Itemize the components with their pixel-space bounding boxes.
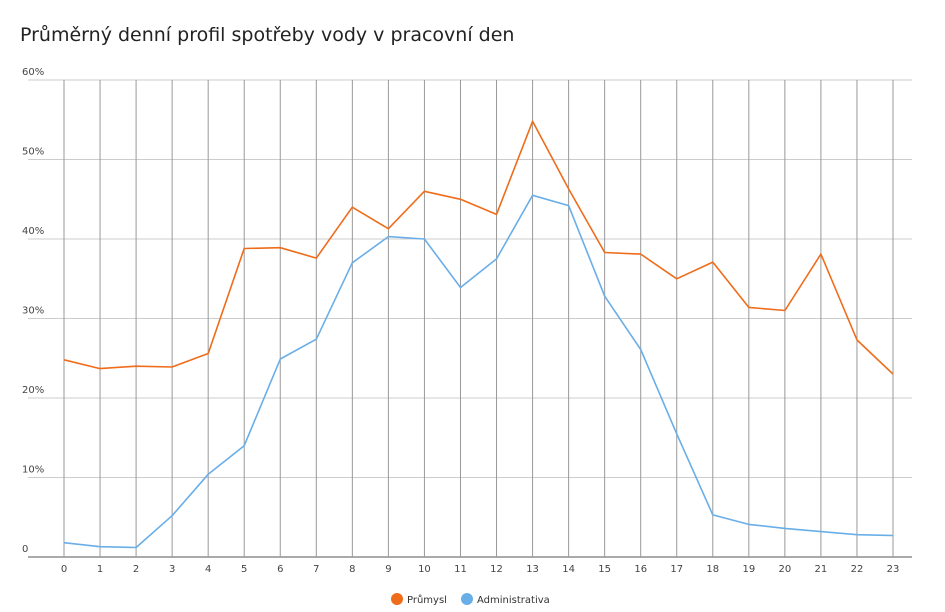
y-tick-label: 20%	[22, 385, 44, 396]
x-axis-ticks: 0 1 2 3 4 5 6 7 8 9 10 11 12 13 14 15 16 17 18 19 20 21 22 23	[61, 564, 900, 575]
legend: Průmysl Administrativa	[391, 593, 550, 606]
x-tick-label: 23	[887, 564, 900, 575]
x-tick-label: 5	[241, 564, 247, 575]
x-tick-label: 7	[313, 564, 319, 575]
x-tick-label: 8	[349, 564, 355, 575]
y-tick-label: 30%	[22, 306, 44, 317]
grid-lines	[28, 79, 912, 558]
x-tick-label: 19	[742, 564, 755, 575]
x-tick-label: 4	[205, 564, 211, 575]
x-tick-label: 12	[490, 564, 503, 575]
x-tick-label: 9	[385, 564, 391, 575]
series-line-0	[63, 120, 894, 375]
x-tick-label: 14	[562, 564, 575, 575]
legend-label-1: Administrativa	[477, 595, 550, 606]
y-tick-label: 10%	[22, 465, 44, 476]
x-tick-label: 11	[454, 564, 467, 575]
x-tick-label: 3	[169, 564, 175, 575]
y-tick-label: 50%	[22, 147, 44, 158]
y-axis-ticks: 0 10% 20% 30% 40% 50% 60%	[22, 67, 44, 555]
x-tick-label: 22	[851, 564, 864, 575]
y-tick-label: 60%	[22, 67, 44, 78]
x-tick-label: 18	[706, 564, 719, 575]
x-tick-label: 1	[97, 564, 103, 575]
legend-marker-0	[391, 593, 403, 605]
series-lines	[63, 120, 894, 549]
x-tick-label: 20	[779, 564, 792, 575]
chart-title: Průměrný denní profil spotřeby vody v pr…	[20, 24, 515, 46]
x-tick-label: 17	[670, 564, 683, 575]
x-tick-label: 2	[133, 564, 139, 575]
x-tick-label: 15	[598, 564, 611, 575]
x-tick-label: 21	[815, 564, 828, 575]
x-tick-label: 16	[634, 564, 647, 575]
x-tick-label: 10	[418, 564, 431, 575]
series-line-1	[63, 194, 894, 549]
x-tick-label: 0	[61, 564, 67, 575]
x-tick-label: 6	[277, 564, 283, 575]
y-tick-label: 40%	[22, 226, 44, 237]
legend-marker-1	[461, 593, 473, 605]
legend-label-0: Průmysl	[407, 594, 447, 606]
y-tick-label: 0	[22, 544, 28, 555]
x-tick-label: 13	[526, 564, 539, 575]
